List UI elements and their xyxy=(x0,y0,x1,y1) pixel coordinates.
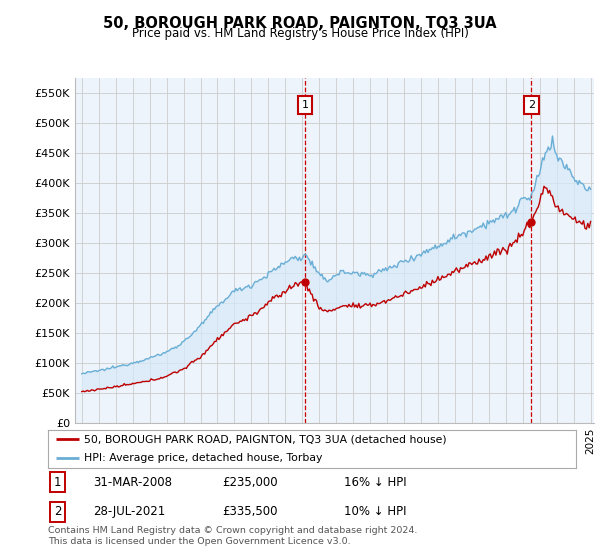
Text: 50, BOROUGH PARK ROAD, PAIGNTON, TQ3 3UA: 50, BOROUGH PARK ROAD, PAIGNTON, TQ3 3UA xyxy=(103,16,497,31)
Text: 10% ↓ HPI: 10% ↓ HPI xyxy=(344,505,406,519)
Text: 2: 2 xyxy=(54,505,61,519)
Text: HPI: Average price, detached house, Torbay: HPI: Average price, detached house, Torb… xyxy=(84,452,322,463)
Text: 31-MAR-2008: 31-MAR-2008 xyxy=(93,475,172,489)
Text: £235,000: £235,000 xyxy=(222,475,278,489)
Text: Contains HM Land Registry data © Crown copyright and database right 2024.
This d: Contains HM Land Registry data © Crown c… xyxy=(48,526,418,546)
Text: 2: 2 xyxy=(527,100,535,110)
Text: 1: 1 xyxy=(302,100,308,110)
Text: Price paid vs. HM Land Registry's House Price Index (HPI): Price paid vs. HM Land Registry's House … xyxy=(131,27,469,40)
Text: £335,500: £335,500 xyxy=(222,505,278,519)
Text: 16% ↓ HPI: 16% ↓ HPI xyxy=(344,475,406,489)
Text: 28-JUL-2021: 28-JUL-2021 xyxy=(93,505,165,519)
Text: 50, BOROUGH PARK ROAD, PAIGNTON, TQ3 3UA (detached house): 50, BOROUGH PARK ROAD, PAIGNTON, TQ3 3UA… xyxy=(84,435,446,445)
Text: 1: 1 xyxy=(54,475,61,489)
